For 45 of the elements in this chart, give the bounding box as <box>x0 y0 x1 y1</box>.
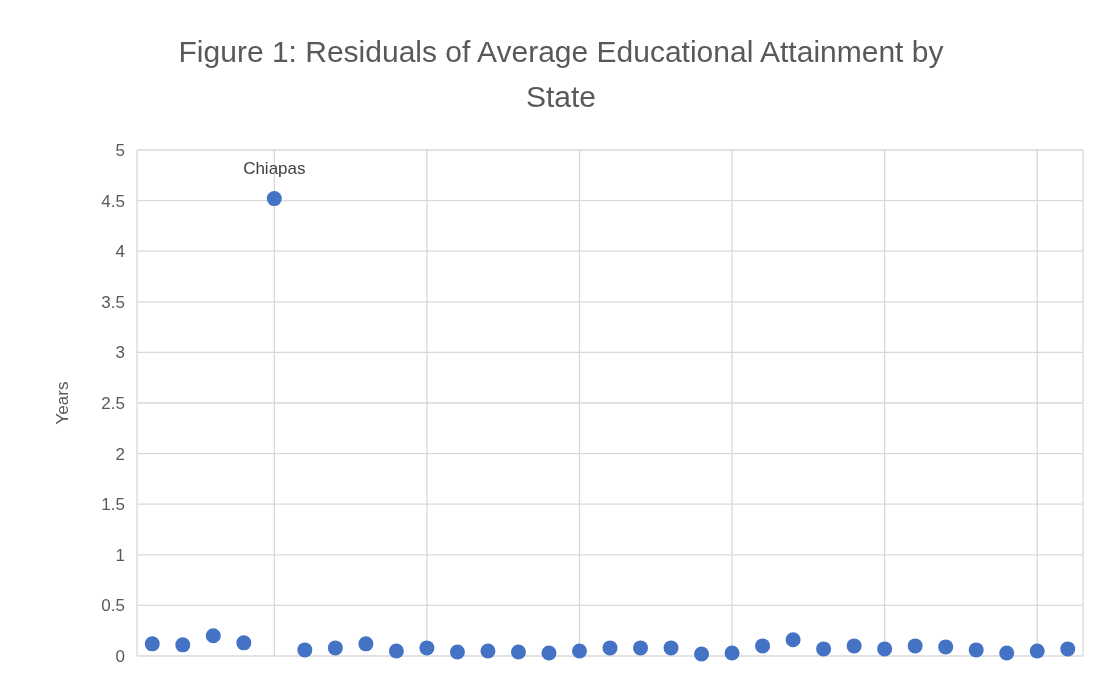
point <box>938 639 954 655</box>
y-axis-title: Years <box>53 381 72 425</box>
point <box>755 638 771 654</box>
y-tick-label: 2.5 <box>101 393 125 413</box>
point <box>144 636 160 652</box>
point <box>175 637 191 653</box>
point <box>236 635 252 651</box>
point <box>205 628 221 644</box>
point <box>1060 641 1076 657</box>
point <box>327 640 343 656</box>
y-tick-label: 4 <box>115 242 125 262</box>
point <box>266 191 282 207</box>
point <box>724 645 740 661</box>
y-tick-label: 1.5 <box>101 495 125 515</box>
point <box>419 640 435 656</box>
annotation: Chiapas <box>243 158 306 178</box>
point <box>297 642 313 658</box>
point <box>694 646 710 662</box>
point <box>480 643 496 659</box>
y-tick-label: 5 <box>115 140 125 160</box>
point <box>1029 643 1045 659</box>
point <box>358 636 374 652</box>
y-tick-label: 4.5 <box>101 191 125 211</box>
chart-title: Figure 1: Residuals of Average Educational Attainment by State <box>178 35 944 113</box>
point <box>541 645 557 661</box>
point <box>571 643 587 659</box>
y-tick-label: 0 <box>115 646 125 666</box>
point <box>633 640 649 656</box>
y-tick-label: 3 <box>115 343 125 363</box>
point <box>510 644 526 660</box>
point <box>388 643 404 659</box>
point <box>999 645 1015 661</box>
y-tick-label: 3.5 <box>101 292 125 312</box>
y-tick-label: 0.5 <box>101 596 125 616</box>
point <box>846 638 862 654</box>
point <box>907 638 923 654</box>
point <box>816 641 832 657</box>
point <box>785 632 801 648</box>
y-tick-label: 2 <box>115 444 125 464</box>
point <box>663 640 679 656</box>
y-tick-label: 1 <box>115 545 125 565</box>
point <box>602 640 618 656</box>
point <box>968 642 984 658</box>
point <box>449 644 465 660</box>
point <box>877 641 893 657</box>
